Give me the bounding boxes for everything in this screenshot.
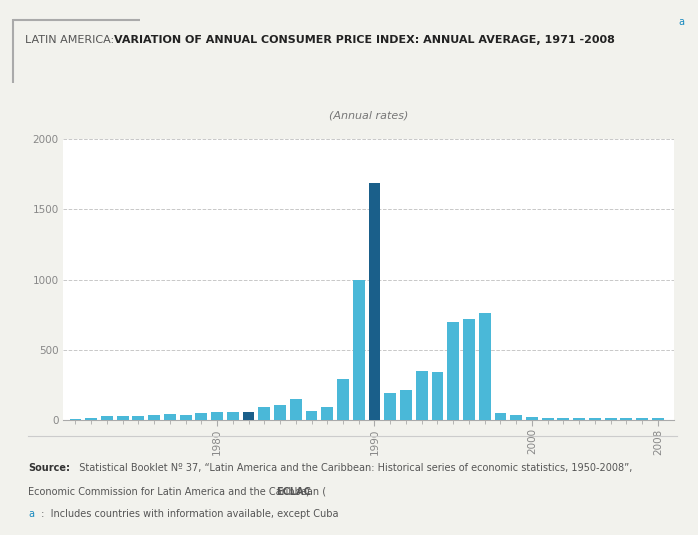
Bar [558, 418, 570, 420]
Bar [337, 379, 349, 420]
Bar [652, 418, 664, 420]
Bar [243, 412, 255, 420]
Bar [290, 399, 302, 420]
Text: Statistical Booklet Nº 37, “Latin America and the Caribbean: Historical series o: Statistical Booklet Nº 37, “Latin Americ… [73, 463, 632, 473]
Bar [70, 419, 81, 420]
Text: VARIATION OF ANNUAL CONSUMER PRICE INDEX: ANNUAL AVERAGE, 1971 -2008: VARIATION OF ANNUAL CONSUMER PRICE INDEX… [114, 35, 615, 45]
Bar [274, 404, 286, 420]
Bar [636, 418, 648, 420]
Bar [542, 418, 554, 420]
Text: ): ) [305, 487, 309, 497]
Bar [101, 416, 113, 420]
Text: (Annual rates): (Annual rates) [329, 111, 408, 121]
Bar [416, 371, 428, 420]
Bar [353, 279, 364, 420]
Bar [494, 413, 506, 420]
Bar [431, 372, 443, 420]
Bar [195, 413, 207, 420]
Bar [479, 314, 491, 420]
Bar [589, 418, 601, 420]
Bar [179, 415, 191, 420]
Bar [447, 322, 459, 420]
Bar [117, 416, 128, 420]
Bar [85, 418, 97, 420]
Bar [400, 391, 412, 420]
Text: a: a [28, 509, 34, 519]
Bar [133, 416, 144, 420]
Text: Source:: Source: [28, 463, 70, 473]
Bar [148, 415, 160, 420]
Bar [526, 417, 537, 420]
Text: Economic Commission for Latin America and the Caribbean (: Economic Commission for Latin America an… [28, 487, 326, 497]
Text: ECLAC: ECLAC [276, 487, 311, 497]
Bar [227, 412, 239, 420]
Bar [164, 414, 176, 420]
Text: :  Includes countries with information available, except Cuba: : Includes countries with information av… [38, 509, 339, 519]
Bar [385, 393, 396, 420]
Text: a: a [678, 17, 685, 27]
Bar [510, 415, 522, 420]
Bar [306, 411, 318, 420]
Bar [573, 418, 585, 420]
Bar [604, 418, 616, 420]
Text: LATIN AMERICA:: LATIN AMERICA: [25, 35, 118, 45]
Bar [258, 407, 270, 420]
Bar [321, 407, 333, 420]
Bar [369, 182, 380, 420]
Bar [211, 412, 223, 420]
Bar [621, 418, 632, 420]
Bar [463, 319, 475, 420]
